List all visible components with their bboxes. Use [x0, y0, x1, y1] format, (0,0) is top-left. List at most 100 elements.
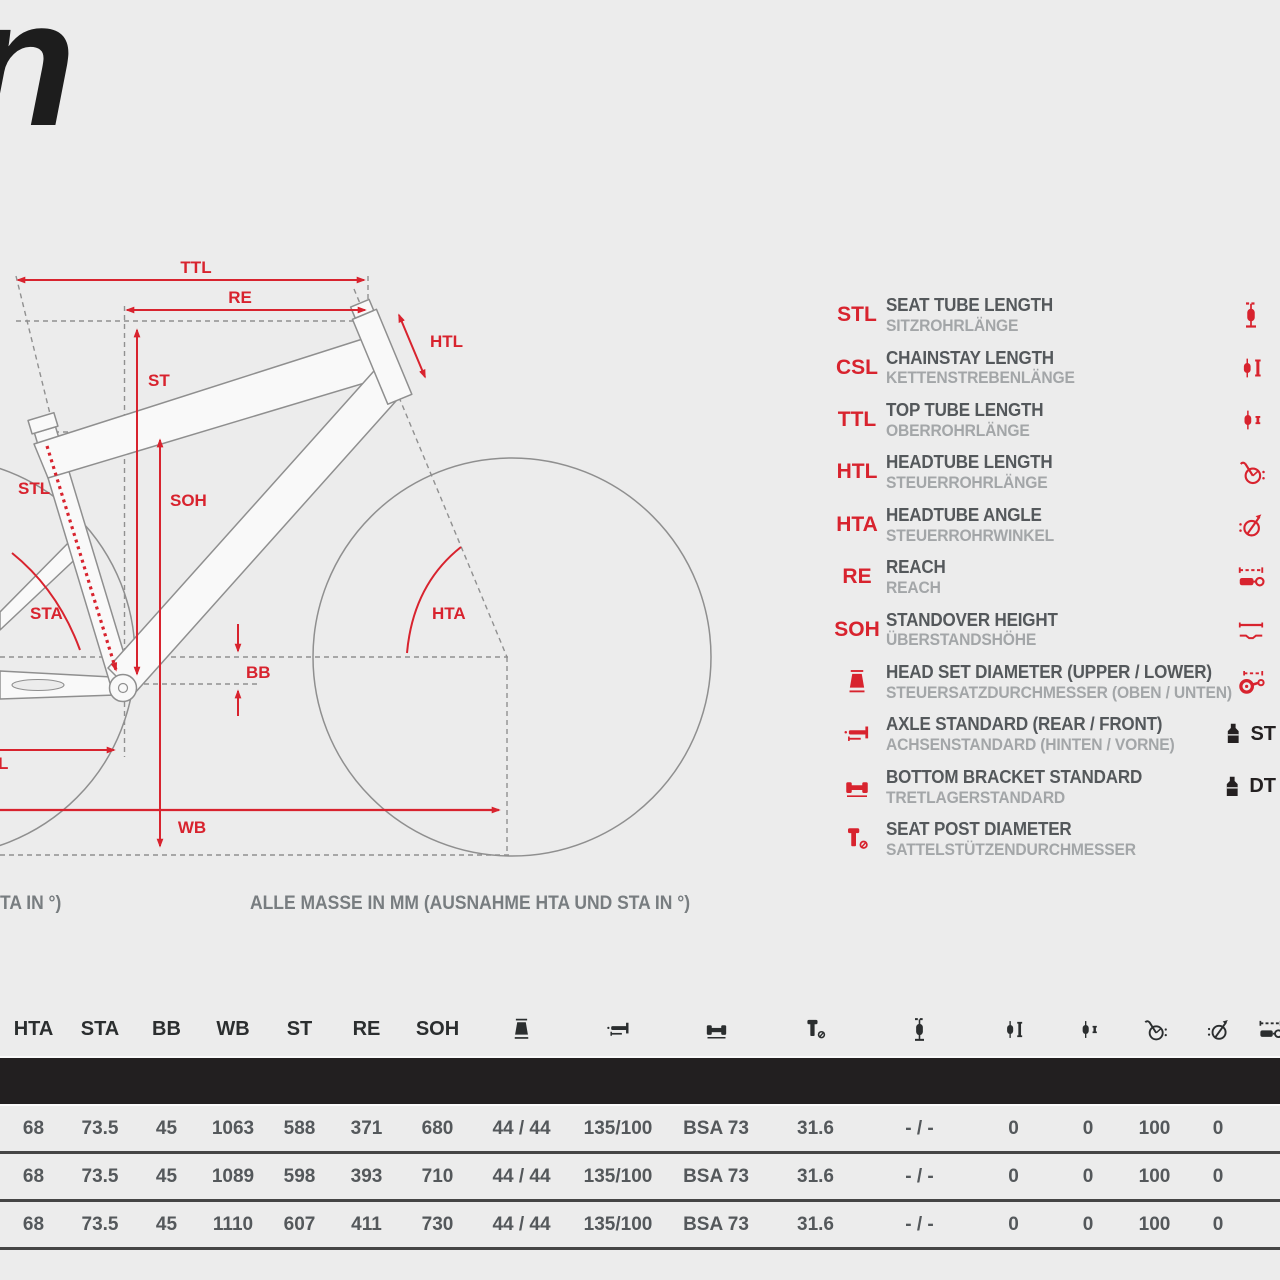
htl-dimension: [398, 313, 426, 379]
chainstay-icon: [972, 1002, 1055, 1056]
legend-row-re: RE REACH REACH: [828, 551, 1280, 603]
legend-name: SEAT POST DIAMETER: [886, 818, 1072, 840]
legend-name: HEAD SET DIAMETER (UPPER / LOWER): [886, 661, 1212, 683]
csl-abbr: CSL: [836, 355, 878, 379]
cell-bottom-bracket: BSA 73: [668, 1202, 764, 1250]
csl-label-partial: L: [0, 754, 8, 773]
cell-value: 0: [1188, 1106, 1248, 1154]
legend-row-hta: HTA HEADTUBE ANGLE STEUERROHRWINKEL: [828, 499, 1280, 551]
st-label: ST: [1250, 722, 1276, 745]
cell-headset: 44 / 44: [475, 1154, 568, 1202]
bottom-bracket-icon: [668, 1002, 764, 1056]
legend-name-de: ÜBERSTANDSHÖHE: [886, 630, 1037, 650]
stl-label: STL: [18, 479, 50, 498]
cell-value: 0: [1055, 1106, 1121, 1154]
cell-hta: 68: [0, 1202, 67, 1250]
cell-value: 0: [1055, 1154, 1121, 1202]
legend-name: AXLE STANDARD (REAR / FRONT): [886, 713, 1163, 735]
table-row-size-2: 68 73.5 45 1089 598 393 710 44 / 44 135/…: [0, 1154, 1280, 1202]
seat-tube-icon: [867, 1002, 972, 1056]
cell-value: 100: [1121, 1106, 1188, 1154]
dropout-cutout: [11, 678, 65, 692]
legend-name-de: SITZROHRLÄNGE: [886, 316, 1019, 336]
cell-empty: [1248, 1106, 1280, 1154]
cell-bottom-bracket: BSA 73: [668, 1106, 764, 1154]
geometry-legend: STL SEAT TUBE LENGTH SITZROHRLÄNGE CSL C…: [828, 289, 1280, 865]
cell-re: 371: [333, 1106, 400, 1154]
table-row-size-1: 68 73.5 45 1063 588 371 680 44 / 44 135/…: [0, 1106, 1280, 1154]
bicycle-icon: [1121, 1002, 1188, 1056]
cell-empty: [1248, 1202, 1280, 1250]
cell-sta: 73.5: [67, 1154, 133, 1202]
col-header-bb: BB: [152, 1017, 181, 1040]
headset-diameter-icon: [828, 667, 886, 697]
cell-value: 0: [1055, 1202, 1121, 1250]
col-header-re: RE: [352, 1017, 381, 1040]
dt-label: DT: [1249, 775, 1276, 798]
legend-name-de: SATTELSTÜTZENDURCHMESSER: [886, 839, 1136, 859]
hta-angle-arc: [406, 546, 462, 654]
hta-abbr: HTA: [836, 512, 878, 536]
cell-wb: 1110: [200, 1202, 266, 1250]
seat-clamp: [27, 411, 59, 435]
brand-logo-partial: n: [0, 0, 76, 154]
cell-sta: 73.5: [67, 1202, 133, 1250]
col-header-hta: HTA: [13, 1017, 54, 1040]
bicycle-icon: [1236, 457, 1266, 487]
headset-diameter-icon: [475, 1002, 568, 1056]
size-divider-bar: [0, 1056, 1280, 1106]
cell-value: 100: [1121, 1202, 1188, 1250]
seat-tube-icon: [1236, 300, 1266, 330]
legend-row-soh: SOH STANDOVER HEIGHT ÜBERSTANDSHÖHE: [828, 603, 1280, 655]
soh-abbr: SOH: [834, 617, 880, 641]
legend-row-seatpost: SEAT POST DIAMETER SATTELSTÜTZENDURCHMES…: [828, 813, 1280, 865]
units-note: ALLE MASSE IN MM (AUSNAHME HTA UND STA I…: [250, 893, 691, 914]
legend-row-headset: HEAD SET DIAMETER (UPPER / LOWER) STEUER…: [828, 656, 1280, 708]
hta-label: HTA: [432, 604, 466, 623]
ttl-label: TTL: [180, 258, 211, 277]
soh-label: SOH: [170, 491, 207, 510]
reach-icon-partial: [1248, 1002, 1280, 1056]
col-header-st: ST: [286, 1017, 313, 1040]
cell-value: 0: [972, 1202, 1055, 1250]
top-tube-icon: [1236, 405, 1266, 435]
cell-soh: 680: [400, 1106, 475, 1154]
legend-name: STANDOVER HEIGHT: [886, 608, 1058, 630]
crankset-icon: [1236, 667, 1266, 697]
cell-hta: 68: [0, 1106, 67, 1154]
cell-bb: 45: [133, 1154, 200, 1202]
htl-label: HTL: [430, 332, 463, 351]
legend-name-de: OBERROHRLÄNGE: [886, 420, 1030, 440]
cell-travel: - / -: [867, 1202, 972, 1250]
cell-headset: 44 / 44: [475, 1202, 568, 1250]
legend-name-de: ACHSENSTANDARD (HINTEN / VORNE): [886, 735, 1175, 755]
angle-gauge-icon: [1236, 510, 1266, 540]
dimension-lines: [0, 276, 501, 848]
legend-name: CHAINSTAY LENGTH: [886, 346, 1054, 368]
top-tube-icon: [1055, 1002, 1121, 1056]
legend-name: REACH: [886, 556, 946, 578]
cell-headset: 44 / 44: [475, 1106, 568, 1154]
frame-outline: [0, 298, 413, 703]
cell-re: 393: [333, 1154, 400, 1202]
legend-name-de: STEUERROHRLÄNGE: [886, 473, 1048, 493]
cell-empty: [1248, 1154, 1280, 1202]
cell-re: 411: [333, 1202, 400, 1250]
st-label: ST: [148, 371, 170, 390]
cell-wb: 1063: [200, 1106, 266, 1154]
legend-row-csl: CSL CHAINSTAY LENGTH KETTENSTREBENLÄNGE: [828, 341, 1280, 393]
legend-name: HEADTUBE ANGLE: [886, 503, 1042, 525]
standover-icon: [1236, 615, 1266, 645]
cell-st: 588: [266, 1106, 333, 1154]
cell-bottom-bracket: BSA 73: [668, 1154, 764, 1202]
sta-angle-arc: [11, 552, 81, 651]
units-note-partial: TA IN °): [0, 893, 62, 914]
table-row-size-3: 68 73.5 45 1110 607 411 730 44 / 44 135/…: [0, 1202, 1280, 1250]
bottom-bracket-icon: [828, 772, 886, 802]
stl-abbr: STL: [837, 303, 877, 327]
cell-axle: 135/100: [568, 1202, 668, 1250]
cell-value: 0: [972, 1106, 1055, 1154]
cell-wb: 1089: [200, 1154, 266, 1202]
col-header-soh: SOH: [415, 1017, 460, 1040]
